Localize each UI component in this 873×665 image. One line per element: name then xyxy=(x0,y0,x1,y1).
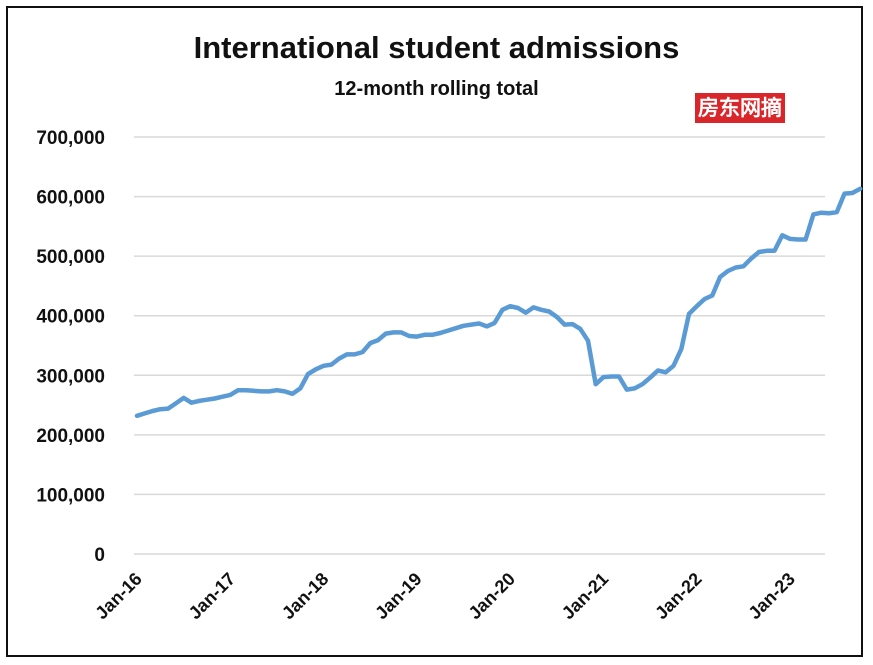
y-tick-label: 700,000 xyxy=(36,128,105,149)
series-line-0 xyxy=(134,186,863,419)
x-tick-label: Jan-22 xyxy=(651,569,705,623)
y-tick-label: 500,000 xyxy=(36,247,105,268)
y-tick-label: 300,000 xyxy=(36,366,105,387)
x-tick-label: Jan-23 xyxy=(744,569,798,623)
watermark-badge: 房东网摘 xyxy=(695,93,785,123)
gridlines xyxy=(134,136,825,555)
y-tick-label: 400,000 xyxy=(36,307,105,328)
y-tick-label: 200,000 xyxy=(36,426,105,447)
x-tick-label: Jan-20 xyxy=(465,569,519,623)
x-tick-label: Jan-21 xyxy=(558,569,612,623)
x-tick-label: Jan-18 xyxy=(278,569,332,623)
x-tick-label: Jan-17 xyxy=(185,569,239,623)
y-tick-label: 0 xyxy=(94,545,105,566)
x-tick-label: Jan-16 xyxy=(91,569,145,623)
series-layer xyxy=(134,186,863,419)
y-tick-label: 100,000 xyxy=(36,485,105,506)
x-tick-label: Jan-19 xyxy=(371,569,425,623)
y-axis-labels: 0 100,000 200,000 300,000 400,000 500,000 600,… xyxy=(36,128,105,566)
y-tick-label: 600,000 xyxy=(36,188,105,209)
x-axis-labels: Jan-16 Jan-17 Jan-18 Jan-19 Jan-20 Jan-21 Jan-… xyxy=(91,569,799,623)
chart-subtitle: 12-month rolling total xyxy=(334,78,539,100)
chart-title: International student admissions xyxy=(193,30,680,65)
